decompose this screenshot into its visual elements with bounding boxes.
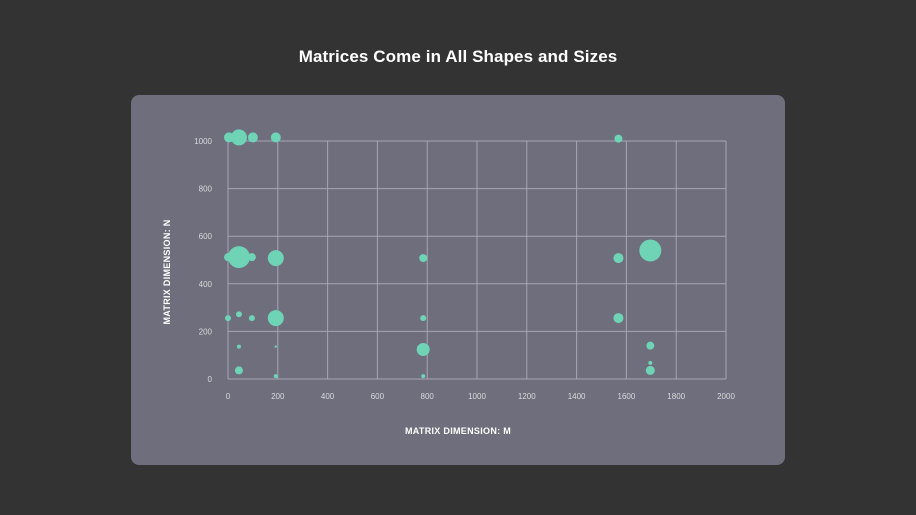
data-point xyxy=(614,134,623,143)
y-tick-label: 800 xyxy=(199,185,213,194)
data-point xyxy=(646,341,655,350)
y-tick-label: 200 xyxy=(199,327,213,336)
x-tick-label: 400 xyxy=(321,392,335,401)
data-point xyxy=(613,313,624,324)
data-point xyxy=(421,374,426,379)
data-point xyxy=(419,254,428,263)
data-point xyxy=(273,374,278,379)
data-point xyxy=(270,132,281,143)
data-point xyxy=(248,315,255,322)
chart-title: Matrices Come in All Shapes and Sizes xyxy=(298,47,618,66)
x-tick-label: 600 xyxy=(371,392,385,401)
data-point xyxy=(267,310,284,327)
y-tick-label: 1000 xyxy=(194,137,212,146)
y-tick-label: 0 xyxy=(208,375,213,384)
x-tick-label: 1600 xyxy=(618,392,636,401)
data-point xyxy=(267,250,284,267)
data-point xyxy=(420,315,427,322)
data-point xyxy=(416,342,430,356)
x-tick-label: 0 xyxy=(226,392,231,401)
data-point xyxy=(235,311,242,318)
y-tick-label: 600 xyxy=(199,232,213,241)
y-tick-labels: 0 200 400 600 800 1000 xyxy=(194,137,212,384)
data-point xyxy=(648,360,653,365)
data-point xyxy=(639,239,662,262)
data-point xyxy=(274,345,278,348)
data-points xyxy=(223,129,662,379)
x-tick-label: 1800 xyxy=(667,392,685,401)
data-point xyxy=(247,253,256,262)
data-point xyxy=(225,315,231,322)
x-axis-label: MATRIX DIMENSION: M xyxy=(404,426,512,436)
x-tick-label: 1000 xyxy=(468,392,486,401)
data-point xyxy=(247,132,258,143)
x-tick-labels: 0 200 400 600 800 1000 1200 1400 1600 1800 2000 xyxy=(226,392,736,401)
x-tick-label: 1200 xyxy=(518,392,536,401)
data-point xyxy=(236,344,241,349)
y-tick-label: 400 xyxy=(199,280,213,289)
data-point xyxy=(645,365,655,375)
data-point xyxy=(613,253,624,264)
x-tick-label: 2000 xyxy=(717,392,735,401)
data-point xyxy=(230,129,247,146)
x-tick-label: 1400 xyxy=(568,392,586,401)
y-axis-label: MATRIX DIMENSION: N xyxy=(162,219,172,325)
data-point xyxy=(234,366,243,375)
x-tick-label: 800 xyxy=(421,392,435,401)
x-tick-label: 200 xyxy=(271,392,285,401)
data-point xyxy=(227,246,250,269)
